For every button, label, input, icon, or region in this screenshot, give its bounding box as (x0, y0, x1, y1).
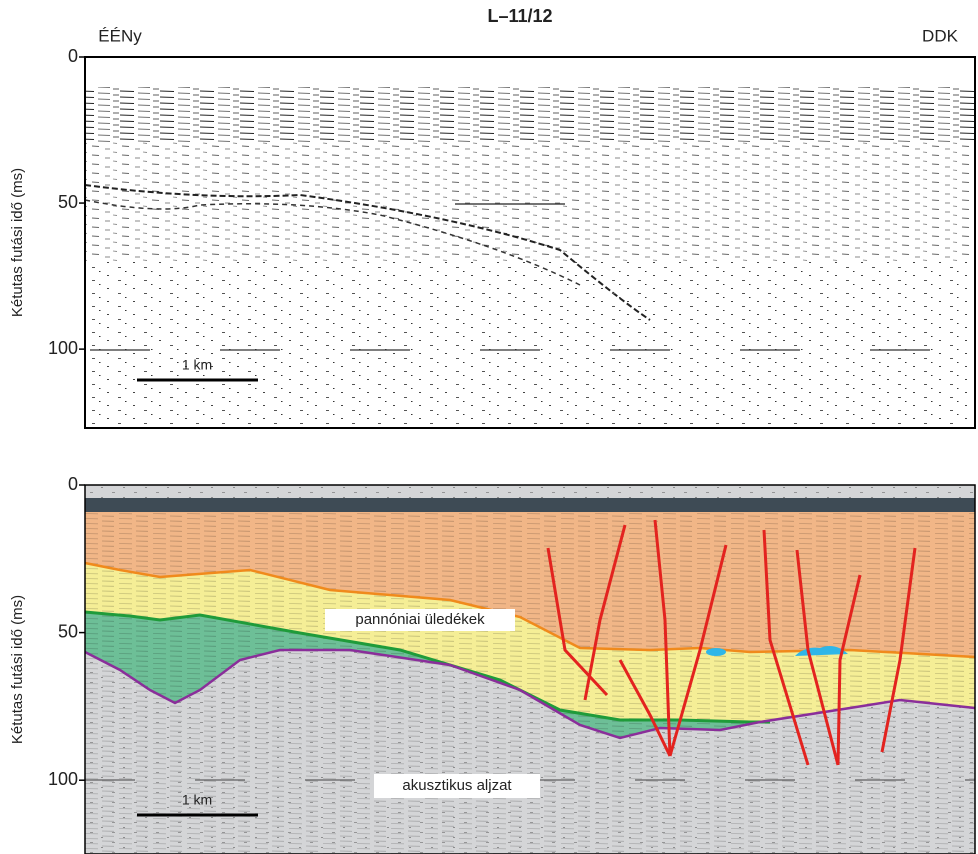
water-layer (85, 498, 975, 512)
annotation: pannóniai üledékek (355, 611, 485, 628)
reflector-band (85, 87, 975, 142)
y-axis-label: Kétutas futási idő (ms) (9, 168, 26, 317)
y-tick-label: 0 (68, 474, 78, 494)
right-direction: DDK (922, 26, 959, 45)
reflector-band (85, 142, 975, 262)
y-tick-label: 0 (68, 46, 78, 66)
top-panel (85, 57, 975, 428)
figure-title: L–11/12 (487, 6, 552, 26)
y-tick-label: 100 (48, 769, 78, 789)
y-tick-label: 50 (58, 621, 78, 641)
scale-label: 1 km (182, 357, 212, 373)
y-tick-label: 50 (58, 192, 78, 212)
scale-label: 1 km (182, 792, 212, 808)
gas-pocket (706, 648, 726, 656)
left-direction: ÉÉNy (98, 26, 142, 45)
figure: L–11/12 ÉÉNy DDK (0, 0, 978, 854)
layer-texture (85, 512, 975, 854)
annotation: akusztikus aljzat (402, 777, 512, 794)
bottom-panel: pannóniai üledékek akusztikus aljzat (85, 485, 975, 854)
y-tick-label: 100 (48, 338, 78, 358)
y-axis-label: Kétutas futási idő (ms) (9, 595, 26, 744)
noise (85, 262, 975, 428)
